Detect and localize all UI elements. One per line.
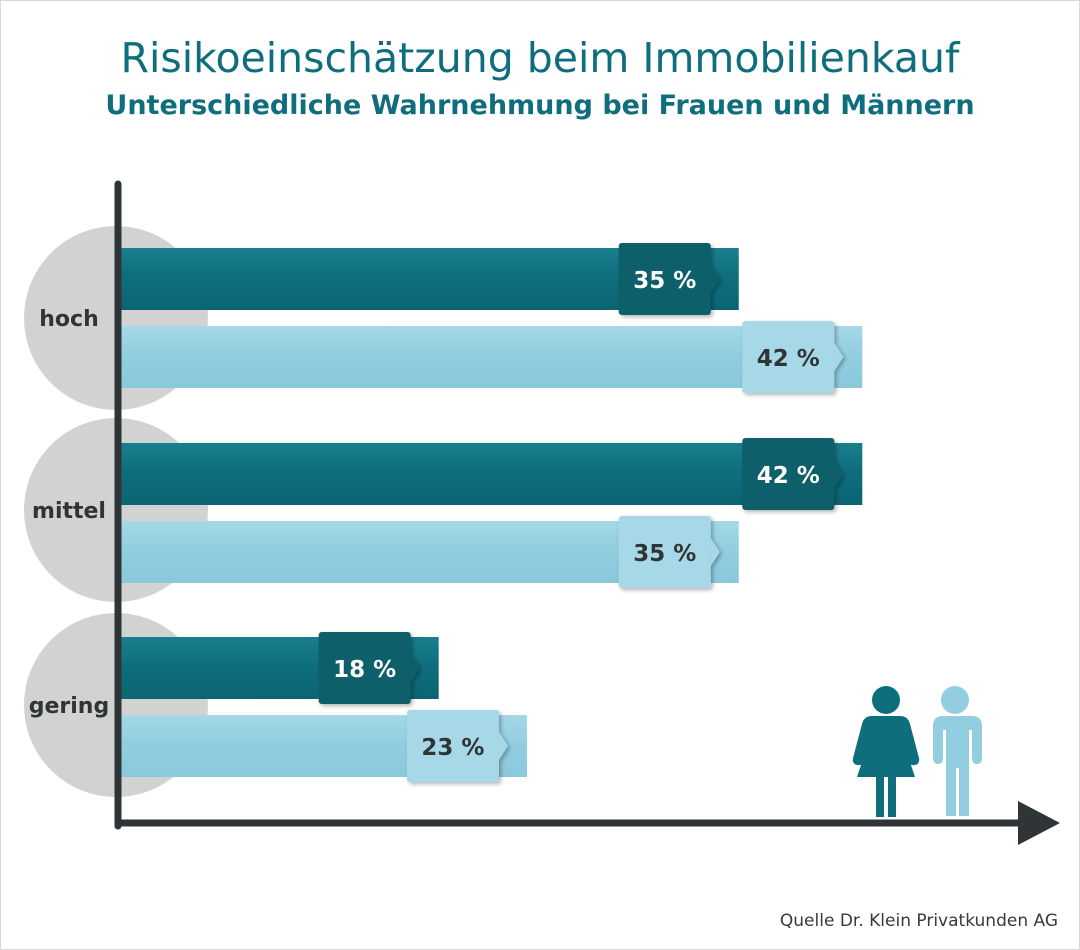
value-tag-hoch-men [742,321,844,393]
source-note: Quelle Dr. Klein Privatkunden AG [779,911,1058,931]
value-tag-box [618,243,711,315]
value-tag-mittel-women [742,438,844,510]
data-label-hoch-women: 35 % [633,268,696,294]
category-label-mittel: mittel [32,499,106,524]
value-tag-mittel-men [618,516,720,588]
value-tag-gering-women [318,632,420,704]
value-tag-box [318,632,411,704]
chart-title: Risikoeinschätzung beim Immobilienkauf [120,34,960,82]
data-label-hoch-men: 42 % [757,346,820,372]
value-tag-pointer [710,265,720,293]
man-icon [933,686,982,816]
value-tag-pointer [710,538,720,566]
value-tag-box [618,516,711,588]
value-tag-gering-men [406,710,508,782]
data-label-mittel-women: 42 % [757,463,820,489]
bar-hoch-men [121,326,863,388]
value-tag-pointer [834,343,844,371]
category-label-hoch: hoch [39,307,98,332]
legend-pictograms [852,686,982,817]
axes [114,180,1060,845]
value-tag-box [742,321,835,393]
value-tag-pointer [498,732,508,760]
data-label-gering-women: 18 % [333,657,396,683]
value-tag-pointer [834,460,844,488]
bar-mittel-women [121,443,863,505]
data-label-gering-men: 23 % [421,735,484,761]
chart-subtitle: Unterschiedliche Wahrnehmung bei Frauen … [105,90,975,121]
value-tag-box [406,710,499,782]
value-labels-layer: 35 % 42 % 42 % 35 % 18 % 23 % [318,243,844,782]
category-label-gering: gering [29,694,109,719]
value-tag-pointer [410,654,420,682]
data-label-mittel-men: 35 % [633,541,696,567]
x-axis-arrowhead [1018,801,1060,845]
woman-icon [852,686,920,817]
value-tag-hoch-women [618,243,720,315]
value-tag-box [742,438,835,510]
